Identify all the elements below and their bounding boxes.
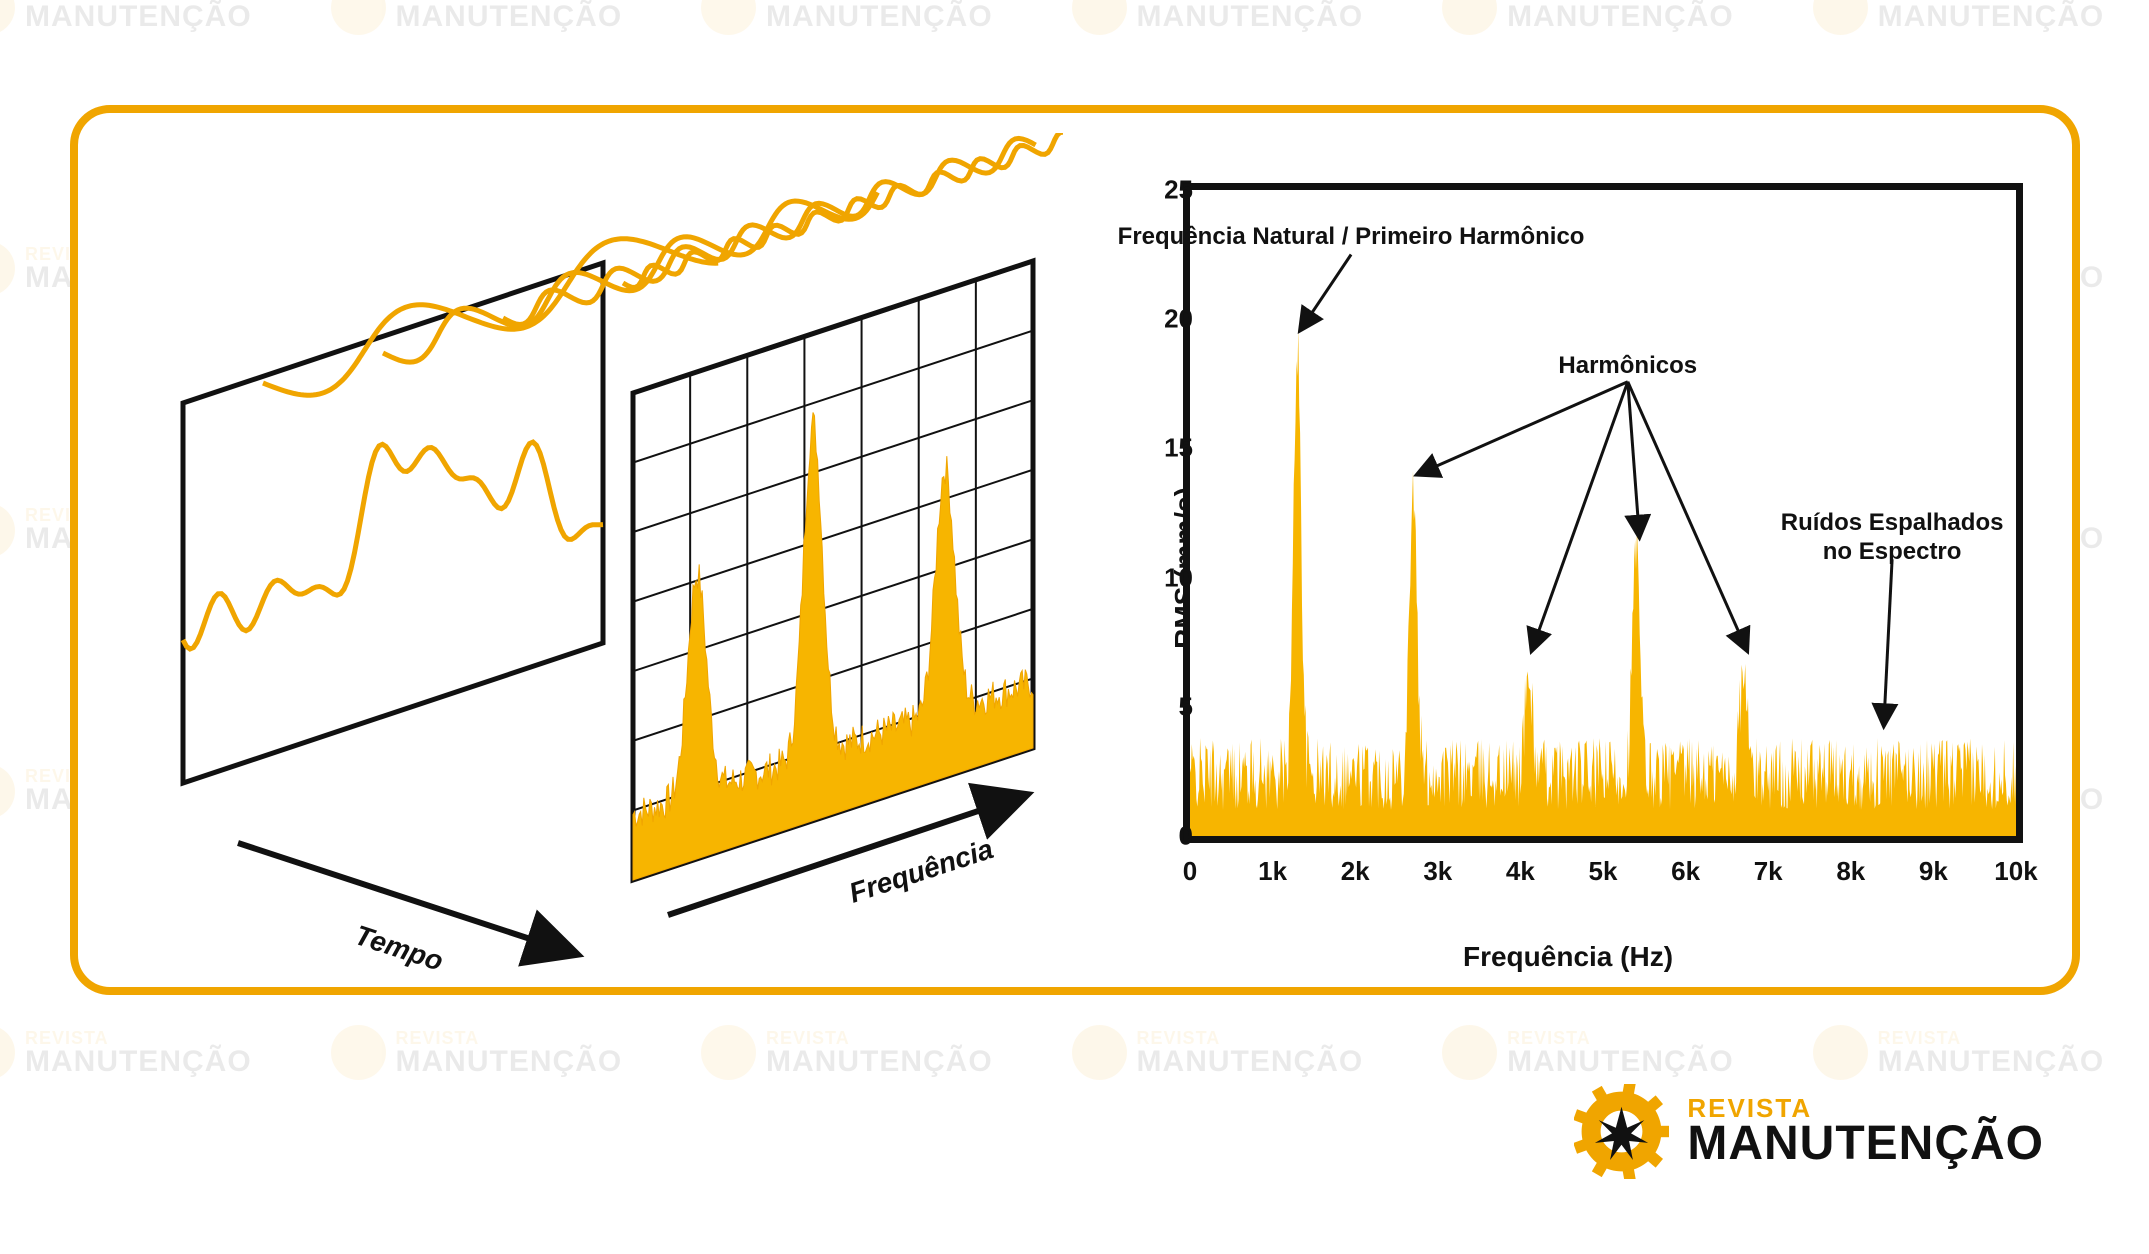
tempo-label: Tempo — [351, 919, 447, 977]
x-tick: 10k — [1994, 856, 2037, 887]
x-tick: 9k — [1919, 856, 1948, 887]
x-tick: 2k — [1341, 856, 1370, 887]
y-tick: 10 — [1164, 562, 1193, 593]
plot-area: Frequência Natural / Primeiro Harmônico … — [1183, 183, 2023, 843]
annotation-harmonics: Harmônicos — [1558, 352, 1697, 381]
x-tick: 8k — [1836, 856, 1865, 887]
x-tick: 0 — [1183, 856, 1197, 887]
isometric-diagram: Tempo Frequência — [113, 133, 1063, 983]
annotation-natural-frequency: Frequência Natural / Primeiro Harmônico — [1118, 223, 1585, 252]
x-tick: 4k — [1506, 856, 1535, 887]
spectrum-chart: RMS (mm/s) Frequência (Hz) Frequência Na… — [1088, 168, 2048, 968]
gear-icon — [1574, 1084, 1669, 1179]
x-axis-label: Frequência (Hz) — [1463, 941, 1673, 973]
figure-card: Tempo Frequência RMS (mm/s) Frequência (… — [70, 105, 2080, 995]
x-tick: 1k — [1258, 856, 1287, 887]
y-tick: 5 — [1179, 691, 1193, 722]
x-tick: 5k — [1589, 856, 1618, 887]
y-tick: 0 — [1179, 821, 1193, 852]
annotation-noise: Ruídos Espalhadosno Espectro — [1781, 509, 2004, 567]
y-tick: 20 — [1164, 304, 1193, 335]
brand-line2: MANUTENÇÃO — [1687, 1121, 2044, 1167]
y-tick: 15 — [1164, 433, 1193, 464]
freq-label: Frequência — [845, 833, 997, 909]
x-tick: 7k — [1754, 856, 1783, 887]
x-tick: 6k — [1671, 856, 1700, 887]
brand-logo: REVISTA MANUTENÇÃO — [1574, 1084, 2044, 1179]
y-tick: 25 — [1164, 175, 1193, 206]
x-tick: 3k — [1423, 856, 1452, 887]
